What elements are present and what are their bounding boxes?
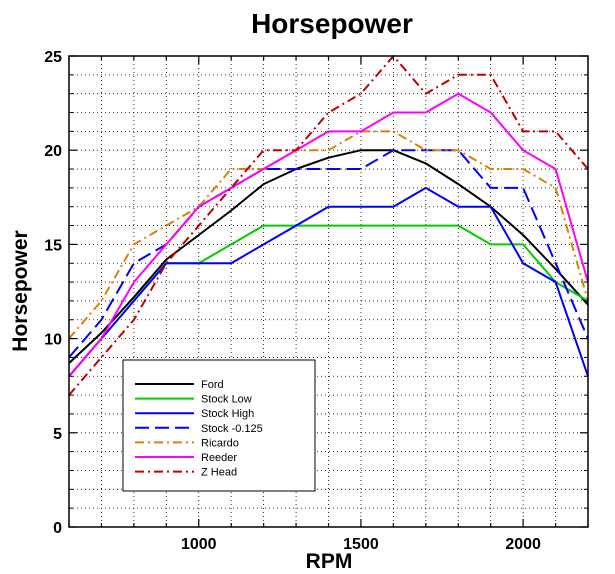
y-tick-label: 15	[44, 237, 62, 254]
series-line-reeder	[68, 92, 589, 377]
legend-label: Stock -0.125	[201, 423, 263, 435]
series-line-stock-0-125	[68, 149, 589, 359]
y-tick-label: 5	[53, 426, 62, 443]
plot-series	[68, 55, 589, 396]
y-axis-title: Horsepower	[9, 230, 32, 351]
y-tick-label: 20	[44, 143, 62, 160]
series-line-ricardo	[68, 130, 589, 340]
legend-box	[122, 359, 316, 492]
axis-ticks: 0 5 10 15 20 25 1000 1500 2000	[44, 49, 589, 553]
y-tick-label: 10	[44, 332, 62, 349]
legend-label: Z Head	[201, 467, 237, 479]
y-tick-label: 0	[53, 520, 62, 537]
legend: Ford Stock Low Stock High Stock -0.125 Ricar…	[122, 359, 316, 492]
series-line-stock-high	[68, 186, 589, 377]
legend-label: Stock Low	[201, 394, 252, 406]
x-tick-label: 2000	[505, 536, 541, 553]
legend-label: Ford	[201, 379, 224, 391]
legend-label: Ricardo	[201, 437, 239, 449]
y-tick-label: 25	[44, 49, 62, 66]
x-axis-title: RPM	[306, 550, 353, 573]
chart-title: Horsepower	[251, 8, 413, 39]
series-line-ford	[68, 149, 589, 364]
x-tick-label: 1500	[343, 536, 379, 553]
legend-label: Stock High	[201, 408, 254, 420]
legend-label: Reeder	[201, 452, 237, 464]
x-tick-label: 1000	[181, 536, 217, 553]
